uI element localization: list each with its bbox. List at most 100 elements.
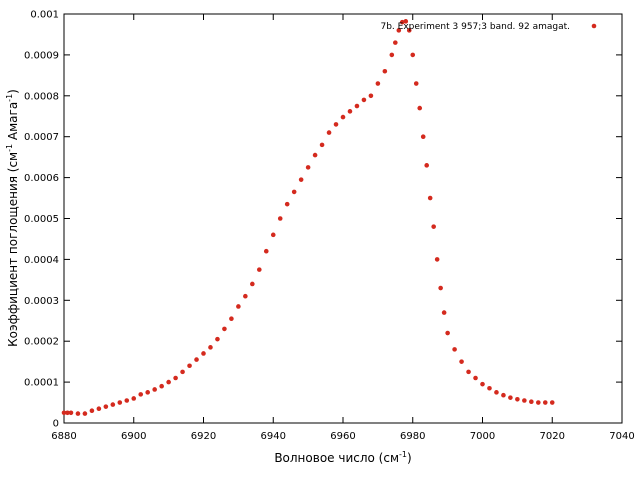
data-point: [257, 267, 262, 272]
data-point: [473, 375, 478, 381]
data-point: [529, 399, 534, 405]
data-point: [117, 400, 123, 405]
y-tick-label: 0.0003: [24, 296, 59, 307]
data-point: [441, 310, 447, 315]
data-point: [82, 411, 88, 416]
x-tick-label: 7000: [470, 431, 495, 442]
data-point: [208, 345, 213, 350]
data-point: [250, 281, 255, 287]
data-point: [319, 142, 325, 148]
y-tick-label: 0: [53, 419, 59, 430]
data-point: [236, 304, 241, 309]
data-point: [215, 336, 220, 342]
data-point: [180, 369, 185, 375]
y-axis-ticks: 0 0.0001 0.0002 0.0003 0.0004 0.0005 0.0006 0.0…: [24, 10, 622, 430]
data-point: [382, 68, 388, 74]
data-point: [201, 351, 206, 356]
legend: 7b. Experiment 3 957;3 band. 92 amagat.: [380, 22, 597, 32]
data-point: [427, 195, 433, 201]
x-tick-label: 6880: [51, 431, 76, 442]
data-point: [194, 357, 199, 362]
x-tick-label: 6940: [261, 431, 286, 442]
x-tick-label: 6900: [121, 431, 146, 442]
x-tick-label: 6980: [400, 431, 425, 442]
data-point: [75, 411, 81, 416]
data-point: [68, 410, 74, 416]
data-point: [312, 152, 318, 158]
data-point: [487, 385, 492, 391]
data-point: [284, 201, 290, 207]
x-tick-label: 6920: [191, 431, 216, 442]
data-point: [187, 363, 192, 369]
data-point: [466, 369, 471, 375]
plot-frame: [63, 13, 623, 424]
y-tick-label: 0.0007: [24, 132, 59, 143]
data-point: [333, 122, 339, 127]
data-point: [424, 163, 430, 168]
data-point: [124, 398, 130, 403]
data-point: [173, 375, 178, 381]
data-point: [368, 93, 374, 99]
y-tick-label: 0.001: [30, 10, 59, 21]
data-point: [389, 52, 395, 58]
data-point: [399, 19, 405, 25]
data-point: [145, 390, 150, 395]
data-point: [138, 392, 144, 397]
data-point: [326, 130, 332, 135]
data-point: [96, 406, 102, 411]
data-point: [438, 285, 443, 291]
data-point: [452, 347, 457, 352]
x-axis-ticks: 6880 6900 6920 6940 6960 6980 7000 7020 7040: [51, 14, 635, 442]
data-point: [542, 400, 548, 405]
data-point: [65, 410, 70, 416]
x-tick-label: 7020: [540, 431, 565, 442]
data-point: [549, 400, 555, 405]
data-point: [89, 408, 95, 414]
data-point: [340, 114, 346, 120]
data-point: [413, 81, 419, 86]
y-tick-label: 0.0002: [24, 337, 59, 348]
data-point: [61, 410, 67, 416]
data-point: [159, 383, 164, 389]
y-tick-label: 0.0006: [24, 173, 59, 184]
data-point: [410, 52, 416, 58]
data-point: [166, 379, 171, 385]
y-tick-label: 0.0004: [24, 255, 59, 266]
data-point: [110, 402, 116, 407]
data-point: [393, 40, 398, 45]
data-point: [152, 387, 157, 392]
data-point: [305, 165, 311, 170]
data-point: [417, 105, 423, 111]
data-point: [536, 400, 541, 405]
data-points: [61, 19, 555, 416]
legend-label: 7b. Experiment 3 957;3 band. 92 amagat.: [380, 22, 570, 32]
y-tick-label: 0.0008: [24, 91, 59, 102]
data-point: [229, 316, 234, 322]
x-tick-label: 6960: [330, 431, 355, 442]
data-point: [263, 248, 269, 254]
legend-marker: [591, 23, 597, 29]
data-point: [222, 326, 227, 332]
data-point: [515, 396, 520, 402]
data-point: [406, 28, 412, 33]
data-point: [103, 404, 109, 409]
data-point: [396, 28, 402, 33]
data-point: [445, 330, 450, 336]
data-point: [361, 97, 367, 103]
y-tick-label: 0.0005: [24, 214, 59, 225]
data-point: [347, 109, 353, 114]
data-point: [434, 257, 440, 262]
y-tick-label: 0.0001: [24, 378, 59, 389]
data-point: [501, 392, 506, 398]
x-tick-label: 7040: [609, 431, 634, 442]
data-point: [354, 103, 360, 109]
data-point: [131, 396, 137, 401]
y-tick-label: 0.0009: [24, 50, 59, 61]
data-point: [270, 232, 276, 238]
data-point: [375, 81, 381, 86]
x-axis-label: Волновое число (см-1): [274, 450, 411, 465]
data-point: [522, 398, 527, 403]
data-point: [459, 359, 464, 364]
data-point: [431, 224, 436, 229]
